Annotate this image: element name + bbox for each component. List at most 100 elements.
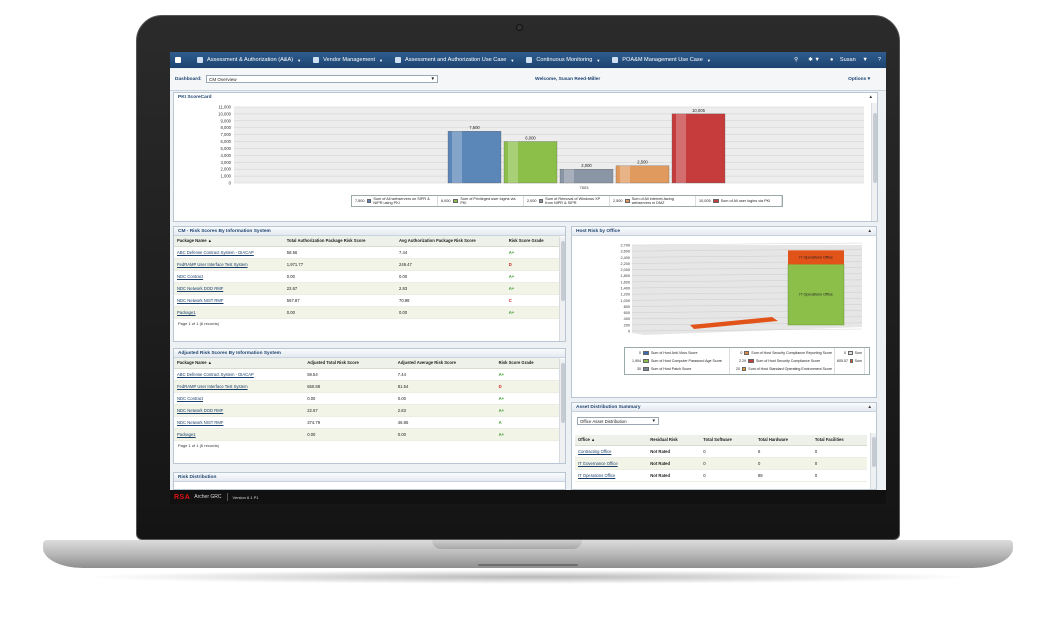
bar[interactable] — [788, 250, 844, 265]
table-row[interactable]: NDC Contract 0.00 0.00 A+ — [174, 270, 560, 283]
table-row[interactable]: Package1 0.00 0.00 A+ — [174, 428, 560, 441]
table-cell[interactable]: ABC Defense Contract System - DIACAP — [174, 368, 305, 381]
table-cell[interactable]: Package1 — [174, 428, 305, 441]
table-row[interactable]: ABC Defense Contract System - DIACAP 58.5… — [174, 246, 560, 259]
table-cell[interactable]: NDC Contract — [174, 270, 284, 283]
legend-item[interactable]: 30 Sum of Host Patch Score — [627, 365, 727, 373]
table-row[interactable]: Contracting Office Not Rated 0 6 0 — [575, 445, 867, 458]
legend-value: 7,500 — [355, 199, 365, 203]
table-row[interactable]: NDC Network DOD RMF 22.67 2.83 A+ — [174, 404, 560, 417]
legend-item[interactable]: 1,904 Sum of Host Computer Password Age S… — [627, 357, 727, 365]
table-cell[interactable]: Contracting Office — [575, 445, 648, 458]
help-icon[interactable]: ? — [877, 57, 881, 63]
legend-item[interactable]: 0 Sum of Host Anti-Virus Score — [627, 349, 727, 357]
y-tick-label: 6,000 — [221, 139, 232, 144]
table-cell[interactable]: IT Governance Office — [575, 457, 648, 470]
bar[interactable] — [671, 113, 726, 184]
chevron-up-icon[interactable]: ▲ — [868, 94, 873, 99]
legend-item[interactable]: 6,000 Sum of Privileged user logins via P… — [438, 196, 524, 206]
table-row[interactable]: NDC Network NIST RMF 374.79 46.85 A — [174, 416, 560, 429]
col-header[interactable]: Avg Authorization Package Risk Score — [396, 236, 506, 247]
table-cell[interactable]: NDC Network NIST RMF — [174, 294, 284, 307]
chevron-up-icon[interactable]: ▲ — [867, 228, 872, 233]
table-cell[interactable]: Package1 — [174, 306, 284, 319]
scrollbar[interactable] — [870, 433, 876, 489]
bar[interactable] — [690, 317, 778, 329]
legend-item[interactable]: 2,500 Sum of All internet-facing webserve… — [610, 196, 696, 206]
col-header[interactable]: Residual Risk — [647, 435, 701, 446]
col-header[interactable]: Risk Score Grade — [505, 236, 560, 247]
bar[interactable] — [615, 165, 670, 184]
table-cell: 89 — [754, 469, 812, 482]
dashboard-select[interactable]: CM Overview ▼ — [206, 75, 438, 83]
col-header[interactable]: Total Software — [700, 435, 755, 446]
legend-item[interactable]: 20 Sum of Host Standard Operating Environ… — [732, 365, 832, 373]
legend-item[interactable]: 10,005 Sum of All user logins via PKI — [696, 196, 782, 206]
y-tick-label: 0 — [229, 181, 232, 186]
legend-value: 0 — [844, 351, 847, 355]
nav-item-cm[interactable]: Continuous Monitoring ▼ — [520, 52, 606, 68]
bar[interactable] — [447, 131, 502, 184]
table-row[interactable]: ABC Defense Contract System - DIACAP 59.5… — [174, 368, 560, 381]
table-cell[interactable]: FedRAMP User Interface Test System — [174, 380, 305, 393]
table-row[interactable]: FedRAMP User Interface Test System 650.88… — [174, 380, 560, 393]
bar[interactable] — [503, 141, 558, 184]
legend-item[interactable]: 0 Sum — [837, 349, 862, 357]
chevron-up-icon[interactable]: ▲ — [867, 404, 872, 409]
home-icon — [175, 57, 181, 63]
nav-home[interactable] — [170, 52, 191, 68]
legend-item[interactable]: 0 Sum of Host Security Compliance Reporti… — [732, 349, 832, 357]
options-menu[interactable]: Options ▾ — [848, 77, 870, 82]
nav-item-aa[interactable]: Assessment & Authorization (A&A) ▼ — [191, 52, 307, 68]
col-header[interactable]: Risk Score Grade — [495, 358, 560, 369]
table-row[interactable]: Package1 0.00 0.00 A+ — [174, 306, 560, 319]
table-cell[interactable]: IT Operations Office — [575, 469, 648, 482]
table-row[interactable]: IT Governance Office Not Rated 0 0 0 — [575, 457, 867, 470]
table-cell[interactable]: NDC Network NIST RMF — [174, 416, 305, 429]
table-row[interactable]: NDC Network DOD RMF 22.67 2.83 A+ — [174, 282, 560, 295]
tools-icon[interactable]: ✱ ▼ — [808, 57, 820, 63]
table-row[interactable]: NDC Network NIST RMF 567.87 70.98 C — [174, 294, 560, 307]
col-header[interactable]: Adjusted Average Risk Score — [394, 358, 496, 369]
legend-item[interactable]: 2,000 Sum of Removal of Windows XP from N… — [524, 196, 610, 206]
table-row[interactable]: IT Operations Office Not Rated 0 89 0 — [575, 469, 867, 482]
scrollbar[interactable] — [559, 237, 565, 341]
col-header[interactable]: Package Name ▲ — [174, 236, 284, 247]
nav-item-poam[interactable]: POA&M Management Use Case ▼ — [606, 52, 717, 68]
table-cell[interactable]: NDC Network DOD RMF — [174, 404, 305, 417]
nav-item-aa-usecase[interactable]: Assessment and Authorization Use Case ▼ — [389, 52, 520, 68]
data-label: 2,000 — [581, 163, 592, 168]
legend-item[interactable]: 7,500 Sum of All webservers on SIPR & NIP… — [352, 196, 438, 206]
scrollbar[interactable] — [559, 359, 565, 463]
table-cell: 0.00 — [283, 306, 397, 319]
bar[interactable] — [787, 264, 845, 326]
y-tick-label: 2,000 — [620, 268, 630, 272]
bar-highlight — [676, 113, 686, 183]
col-header[interactable]: Total Hardware — [754, 435, 812, 446]
risk-dist-title: Risk Distribution — [178, 475, 217, 480]
panel-title: Asset Distribution Summary ▲ — [572, 403, 876, 412]
table-cell: A — [495, 416, 560, 429]
table-cell[interactable]: FedRAMP User Interface Test System — [174, 258, 284, 271]
col-header[interactable]: Adjusted Total Risk Score — [304, 358, 395, 369]
table-cell[interactable]: ABC Defense Contract System - DIACAP — [174, 246, 284, 259]
legend-item[interactable]: 2.29 Sum of Host Security Compliance Scor… — [732, 357, 832, 365]
asset-select[interactable]: Office Asset Distribution ▼ — [577, 417, 659, 425]
col-header[interactable]: Office ▲ — [575, 435, 648, 446]
table-cell[interactable]: NDC Network DOD RMF — [174, 282, 284, 295]
version: Version 6.1 P1 — [232, 494, 259, 500]
col-header[interactable]: Package Name ▲ — [174, 358, 305, 369]
table-cell[interactable]: NDC Contract — [174, 392, 305, 405]
bar[interactable] — [559, 169, 614, 184]
user-menu[interactable]: ● Susan ▼ — [829, 57, 868, 63]
table-row[interactable]: NDC Contract 0.00 0.00 A+ — [174, 392, 560, 405]
legend-item[interactable]: 605.57 Sum — [837, 357, 862, 365]
table-cell: A+ — [505, 282, 560, 295]
col-header[interactable]: Total Facilities — [811, 435, 867, 446]
scrollbar[interactable] — [871, 103, 877, 221]
col-header[interactable]: Total Authorization Package Risk Score — [283, 236, 397, 247]
bar-highlight — [452, 131, 462, 183]
nav-item-vendor[interactable]: Vendor Management ▼ — [307, 52, 389, 68]
table-row[interactable]: FedRAMP User Interface Test System 1,971.… — [174, 258, 560, 271]
search-icon[interactable]: ⚲ — [794, 57, 799, 63]
